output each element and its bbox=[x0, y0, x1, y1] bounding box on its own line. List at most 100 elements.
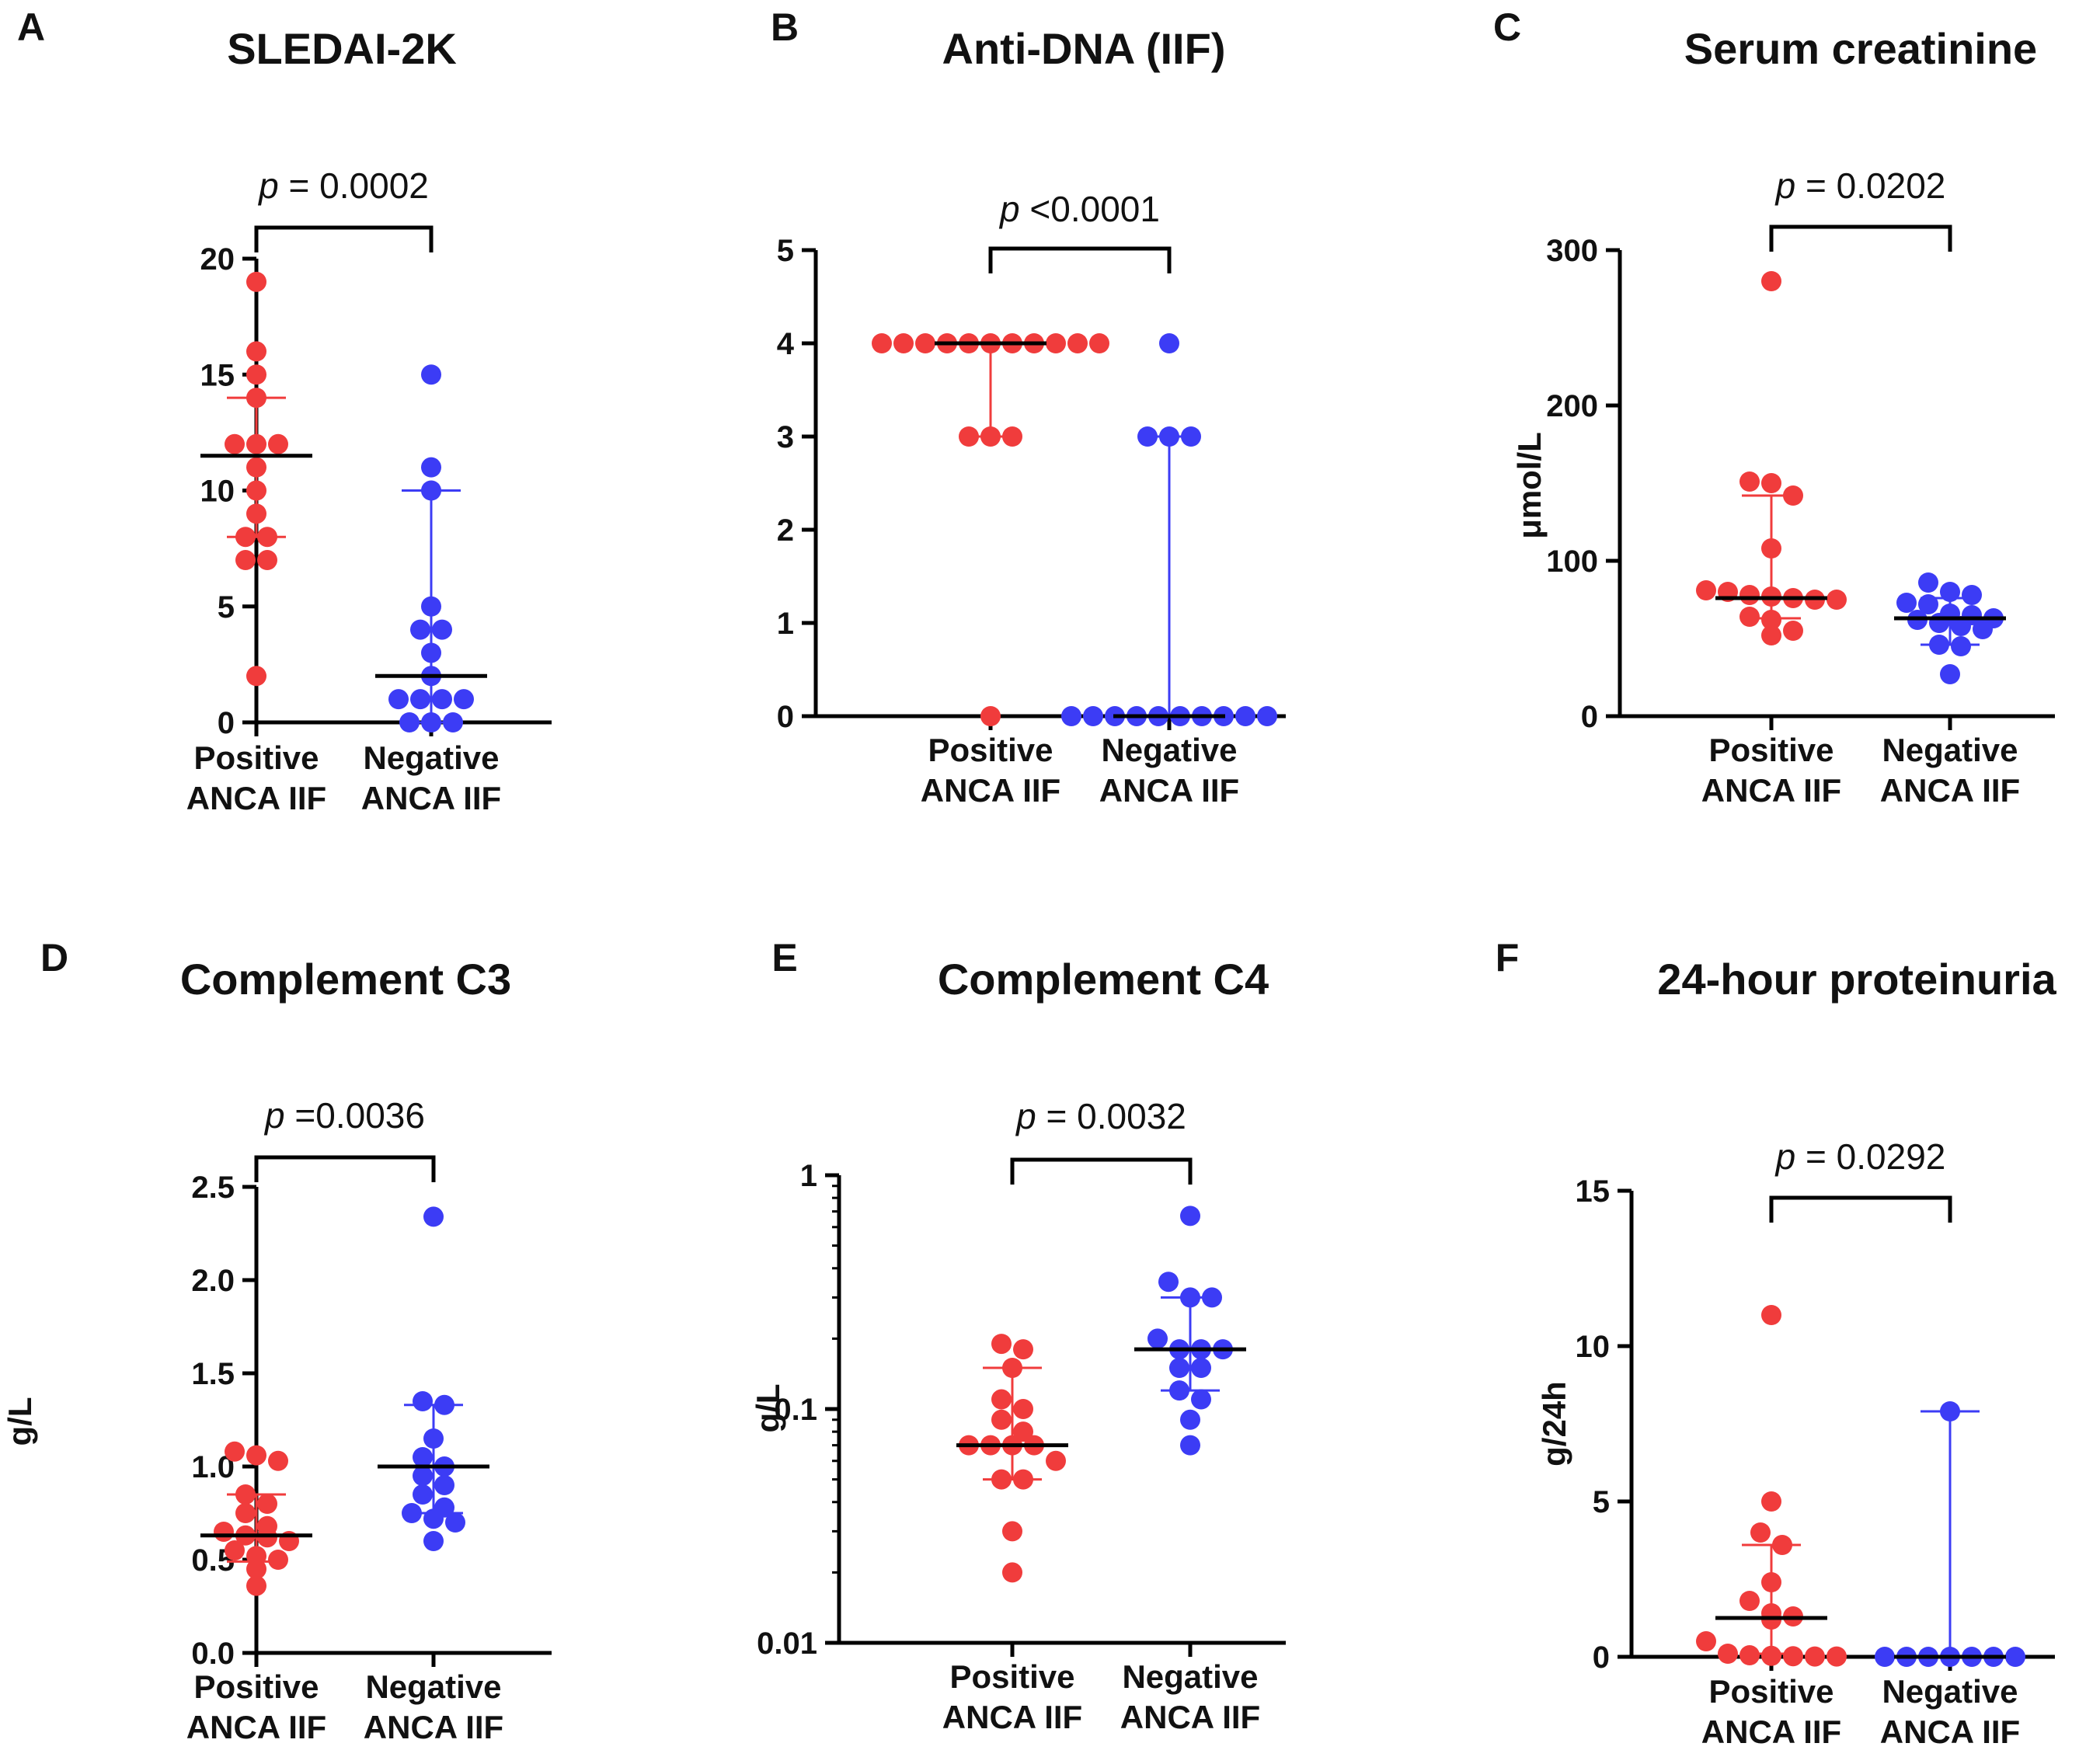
data-point bbox=[1169, 1357, 1189, 1378]
data-point bbox=[1137, 426, 1158, 447]
data-point bbox=[1750, 1522, 1771, 1543]
data-point bbox=[432, 619, 452, 640]
data-point bbox=[1158, 1272, 1179, 1293]
data-point bbox=[268, 1550, 288, 1570]
y-tick-label: 15 bbox=[1576, 1174, 1611, 1209]
category-label-positive: Positive ANCA IIF bbox=[942, 1658, 1082, 1735]
data-point bbox=[2005, 1647, 2025, 1667]
data-point bbox=[1159, 426, 1179, 447]
data-point bbox=[1761, 538, 1781, 558]
data-point bbox=[421, 596, 441, 617]
p-value: =0.0036 bbox=[285, 1095, 425, 1136]
series-negative bbox=[1875, 1401, 2025, 1667]
data-point bbox=[1013, 1469, 1033, 1490]
data-point bbox=[246, 666, 266, 687]
data-point bbox=[1180, 1435, 1200, 1456]
panel-letter: C bbox=[1493, 5, 1521, 49]
data-point bbox=[1951, 616, 1971, 636]
data-point bbox=[991, 1469, 1012, 1490]
data-point bbox=[235, 1503, 256, 1523]
panel-letter: B bbox=[771, 5, 799, 49]
data-point bbox=[214, 1522, 234, 1542]
data-point bbox=[423, 1428, 444, 1449]
category-label-line: Positive bbox=[1708, 1673, 1833, 1710]
data-point bbox=[1896, 593, 1917, 613]
data-point bbox=[991, 1409, 1012, 1430]
category-label-negative: Negative ANCA IIF bbox=[1120, 1658, 1260, 1735]
panel-title: SLEDAI-2K bbox=[227, 24, 457, 73]
data-point bbox=[1739, 471, 1760, 492]
significance-bracket bbox=[1769, 224, 1952, 252]
data-point bbox=[434, 1475, 454, 1495]
data-point bbox=[1761, 625, 1781, 645]
category-label-line: ANCA IIF bbox=[364, 1709, 503, 1745]
data-point bbox=[443, 712, 463, 732]
data-point bbox=[1962, 585, 1982, 605]
data-point bbox=[257, 527, 277, 548]
data-point bbox=[980, 426, 1001, 447]
panel-title: 24-hour proteinuria bbox=[1657, 955, 2056, 1004]
category-label-positive: Positive ANCA IIF bbox=[186, 739, 326, 816]
p-value-label: p = 0.0202 bbox=[1774, 165, 1946, 206]
y-tick-label: 2.0 bbox=[191, 1264, 235, 1298]
data-point bbox=[399, 712, 420, 732]
data-point bbox=[959, 426, 979, 447]
y-tick-label: 2.5 bbox=[191, 1171, 235, 1205]
data-point bbox=[246, 503, 266, 524]
p-value: = 0.0032 bbox=[1036, 1096, 1186, 1136]
panel-title: Serum creatinine bbox=[1684, 24, 2037, 73]
y-tick-label: 10 bbox=[1576, 1330, 1611, 1364]
data-point bbox=[1696, 580, 1716, 600]
data-point bbox=[1002, 426, 1022, 447]
data-point bbox=[1827, 590, 1847, 610]
y-tick-label: 20 bbox=[200, 242, 235, 277]
p-value-label: p =0.0036 bbox=[263, 1095, 425, 1136]
series-positive bbox=[1696, 271, 1847, 645]
data-point bbox=[246, 1559, 266, 1579]
panel-letter: A bbox=[17, 5, 45, 49]
category-label-line: Negative bbox=[365, 1668, 501, 1705]
data-point bbox=[1159, 333, 1179, 353]
data-point bbox=[1739, 1591, 1760, 1611]
series-positive bbox=[1696, 1305, 1847, 1667]
data-point bbox=[423, 1508, 444, 1529]
significance-bracket bbox=[254, 1155, 436, 1182]
y-tick-label: 0 bbox=[1593, 1640, 1610, 1675]
category-label-line: Negative bbox=[363, 739, 499, 776]
data-point bbox=[1783, 485, 1803, 506]
panel-title: Anti-DNA (IIF) bbox=[942, 24, 1226, 73]
p-value-label: p = 0.0292 bbox=[1774, 1136, 1946, 1177]
category-label-line: ANCA IIF bbox=[1120, 1699, 1260, 1735]
data-point bbox=[1180, 1206, 1200, 1226]
p-value-label: p = 0.0032 bbox=[1015, 1096, 1186, 1136]
panel-letter: D bbox=[40, 936, 68, 979]
y-tick-label: 2 bbox=[777, 513, 794, 548]
data-point bbox=[246, 271, 266, 292]
data-point bbox=[1180, 1409, 1200, 1430]
significance-bracket bbox=[988, 246, 1172, 273]
p-symbol: p bbox=[263, 1095, 285, 1136]
category-label-negative: Negative ANCA IIF bbox=[1880, 732, 2020, 809]
y-tick-label: 0 bbox=[1581, 700, 1598, 734]
category-label-line: ANCA IIF bbox=[921, 772, 1060, 809]
data-point bbox=[423, 1531, 444, 1551]
data-point bbox=[1918, 572, 1938, 593]
data-point bbox=[1940, 1401, 1960, 1421]
data-point bbox=[421, 457, 441, 478]
data-point bbox=[1761, 271, 1781, 291]
data-point bbox=[1089, 333, 1109, 353]
category-label-negative: Negative ANCA IIF bbox=[1880, 1673, 2020, 1750]
data-point bbox=[1169, 1380, 1189, 1401]
panel-letter: E bbox=[771, 936, 797, 979]
data-point bbox=[246, 1575, 266, 1596]
data-point bbox=[454, 689, 474, 710]
y-tick-label: 0.1 bbox=[774, 1393, 817, 1427]
data-point bbox=[421, 364, 441, 385]
category-label-negative: Negative ANCA IIF bbox=[364, 1668, 503, 1745]
data-point bbox=[445, 1512, 465, 1533]
category-label-line: Negative bbox=[1101, 732, 1237, 768]
category-label-line: Positive bbox=[1708, 732, 1833, 768]
series-negative bbox=[1061, 333, 1277, 726]
y-tick-label: 0.01 bbox=[757, 1627, 817, 1661]
